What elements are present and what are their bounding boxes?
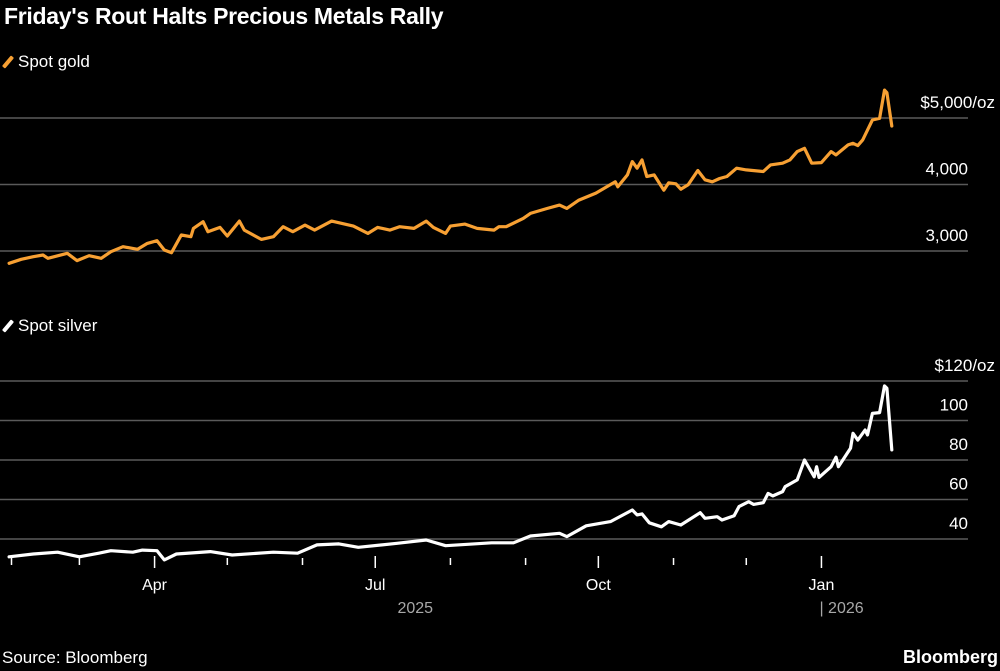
silver-ytick-label: 100: [940, 396, 968, 415]
gold-ytick-label: 3,000: [925, 226, 968, 245]
gold-series-line: [7, 88, 894, 265]
gold-ytick-label: 4,000: [925, 160, 968, 179]
legend-silver-label: Spot silver: [18, 316, 98, 335]
legend-gold: Spot gold: [1, 52, 90, 72]
chart-title: Friday's Rout Halts Precious Metals Rall…: [4, 3, 444, 29]
legend-gold-label: Spot gold: [18, 52, 90, 71]
x-tick-label: Oct: [586, 577, 611, 594]
x-tick-label: Jan: [809, 577, 835, 594]
gold-ytick-label: $5,000/oz: [920, 93, 995, 112]
x-year-label: 2025: [397, 600, 433, 617]
silver-ytick-label: 80: [949, 435, 968, 454]
silver-ytick-label: $120/oz: [935, 356, 996, 375]
x-tick-label: Apr: [142, 577, 168, 594]
legend-silver: Spot silver: [1, 316, 98, 336]
bloomberg-logo: Bloomberg: [902, 647, 998, 667]
x-tick-label: Jul: [365, 577, 385, 594]
silver-ytick-label: 40: [949, 514, 968, 533]
source-note: Source: Bloomberg: [2, 648, 148, 667]
silver-ytick-label: 60: [949, 475, 968, 494]
silver-series-line: [7, 384, 894, 562]
x-year-label: | 2026: [819, 600, 863, 617]
